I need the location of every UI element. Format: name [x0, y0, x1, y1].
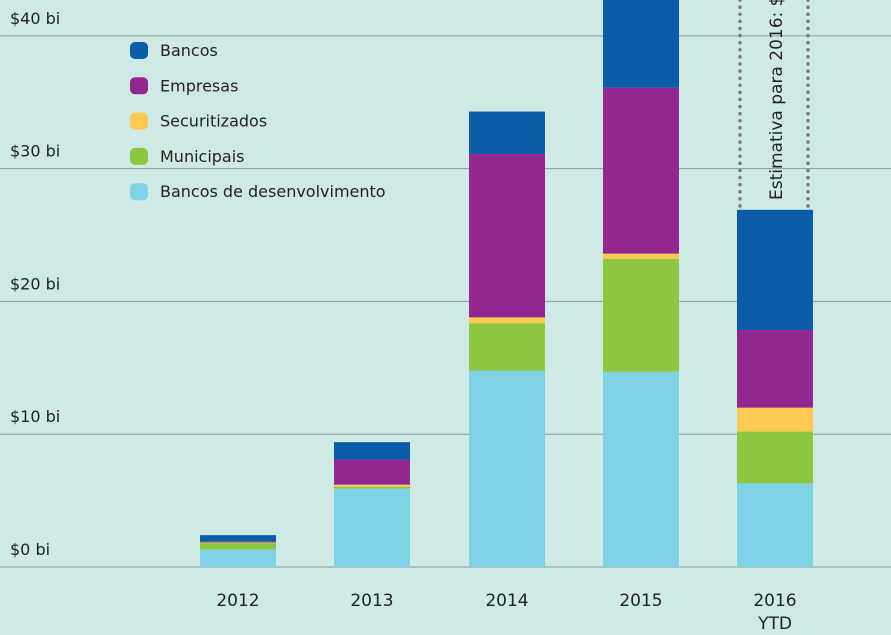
legend-swatch: [130, 42, 148, 59]
legend-label: Municipais: [160, 147, 245, 166]
bar-segment: [603, 253, 679, 259]
bar-segment: [469, 323, 545, 371]
bar-segment: [603, 0, 679, 88]
bar-segment: [200, 542, 276, 544]
bar-segment: [737, 329, 813, 408]
bar-segment: [200, 543, 276, 550]
legend-swatch: [130, 183, 148, 201]
x-tick-label: 2012: [216, 591, 260, 611]
bar-segment: [737, 483, 813, 567]
bar-segment: [603, 371, 679, 567]
bar-segment: [469, 370, 545, 567]
bar-segment: [469, 154, 545, 318]
bar-segment: [200, 541, 276, 543]
bar-segment: [334, 484, 410, 487]
x-tick-label: 2013: [350, 591, 394, 611]
legend-swatch: [130, 112, 148, 130]
annotation: Estimativa para 2016: $: [767, 0, 787, 200]
y-tick-label: $10 bi: [10, 407, 60, 426]
y-tick-label: $0 bi: [10, 540, 50, 559]
legend-swatch: [130, 77, 148, 95]
bar-segment: [334, 486, 410, 489]
bar-segment: [603, 87, 679, 254]
bar-segment: [737, 209, 813, 330]
legend-label: Empresas: [160, 76, 238, 95]
bar-segment: [200, 549, 276, 567]
bar-segment: [737, 407, 813, 432]
bar-segment: [334, 459, 410, 485]
bar-segment: [737, 431, 813, 484]
bars: [200, 0, 813, 567]
bar-segment: [200, 535, 276, 542]
bar-segment: [603, 258, 679, 372]
legend-swatch: [130, 147, 148, 165]
x-tick-label: 2016 YTD: [753, 591, 797, 634]
legend-label: Bancos: [160, 41, 218, 60]
y-tick-label: $20 bi: [10, 274, 60, 293]
bar-segment: [469, 111, 545, 155]
y-tick-label: $30 bi: [10, 142, 60, 161]
bar-segment: [334, 442, 410, 460]
legend-label: Securitizados: [160, 112, 267, 131]
x-tick-label: 2015: [619, 591, 663, 611]
bar-segment: [469, 317, 545, 324]
y-tick-label: $40 bi: [10, 9, 60, 28]
bar-segment: [334, 488, 410, 567]
legend-label: Bancos de desenvolvimento: [160, 182, 386, 201]
x-tick-label: 2014: [485, 591, 529, 611]
